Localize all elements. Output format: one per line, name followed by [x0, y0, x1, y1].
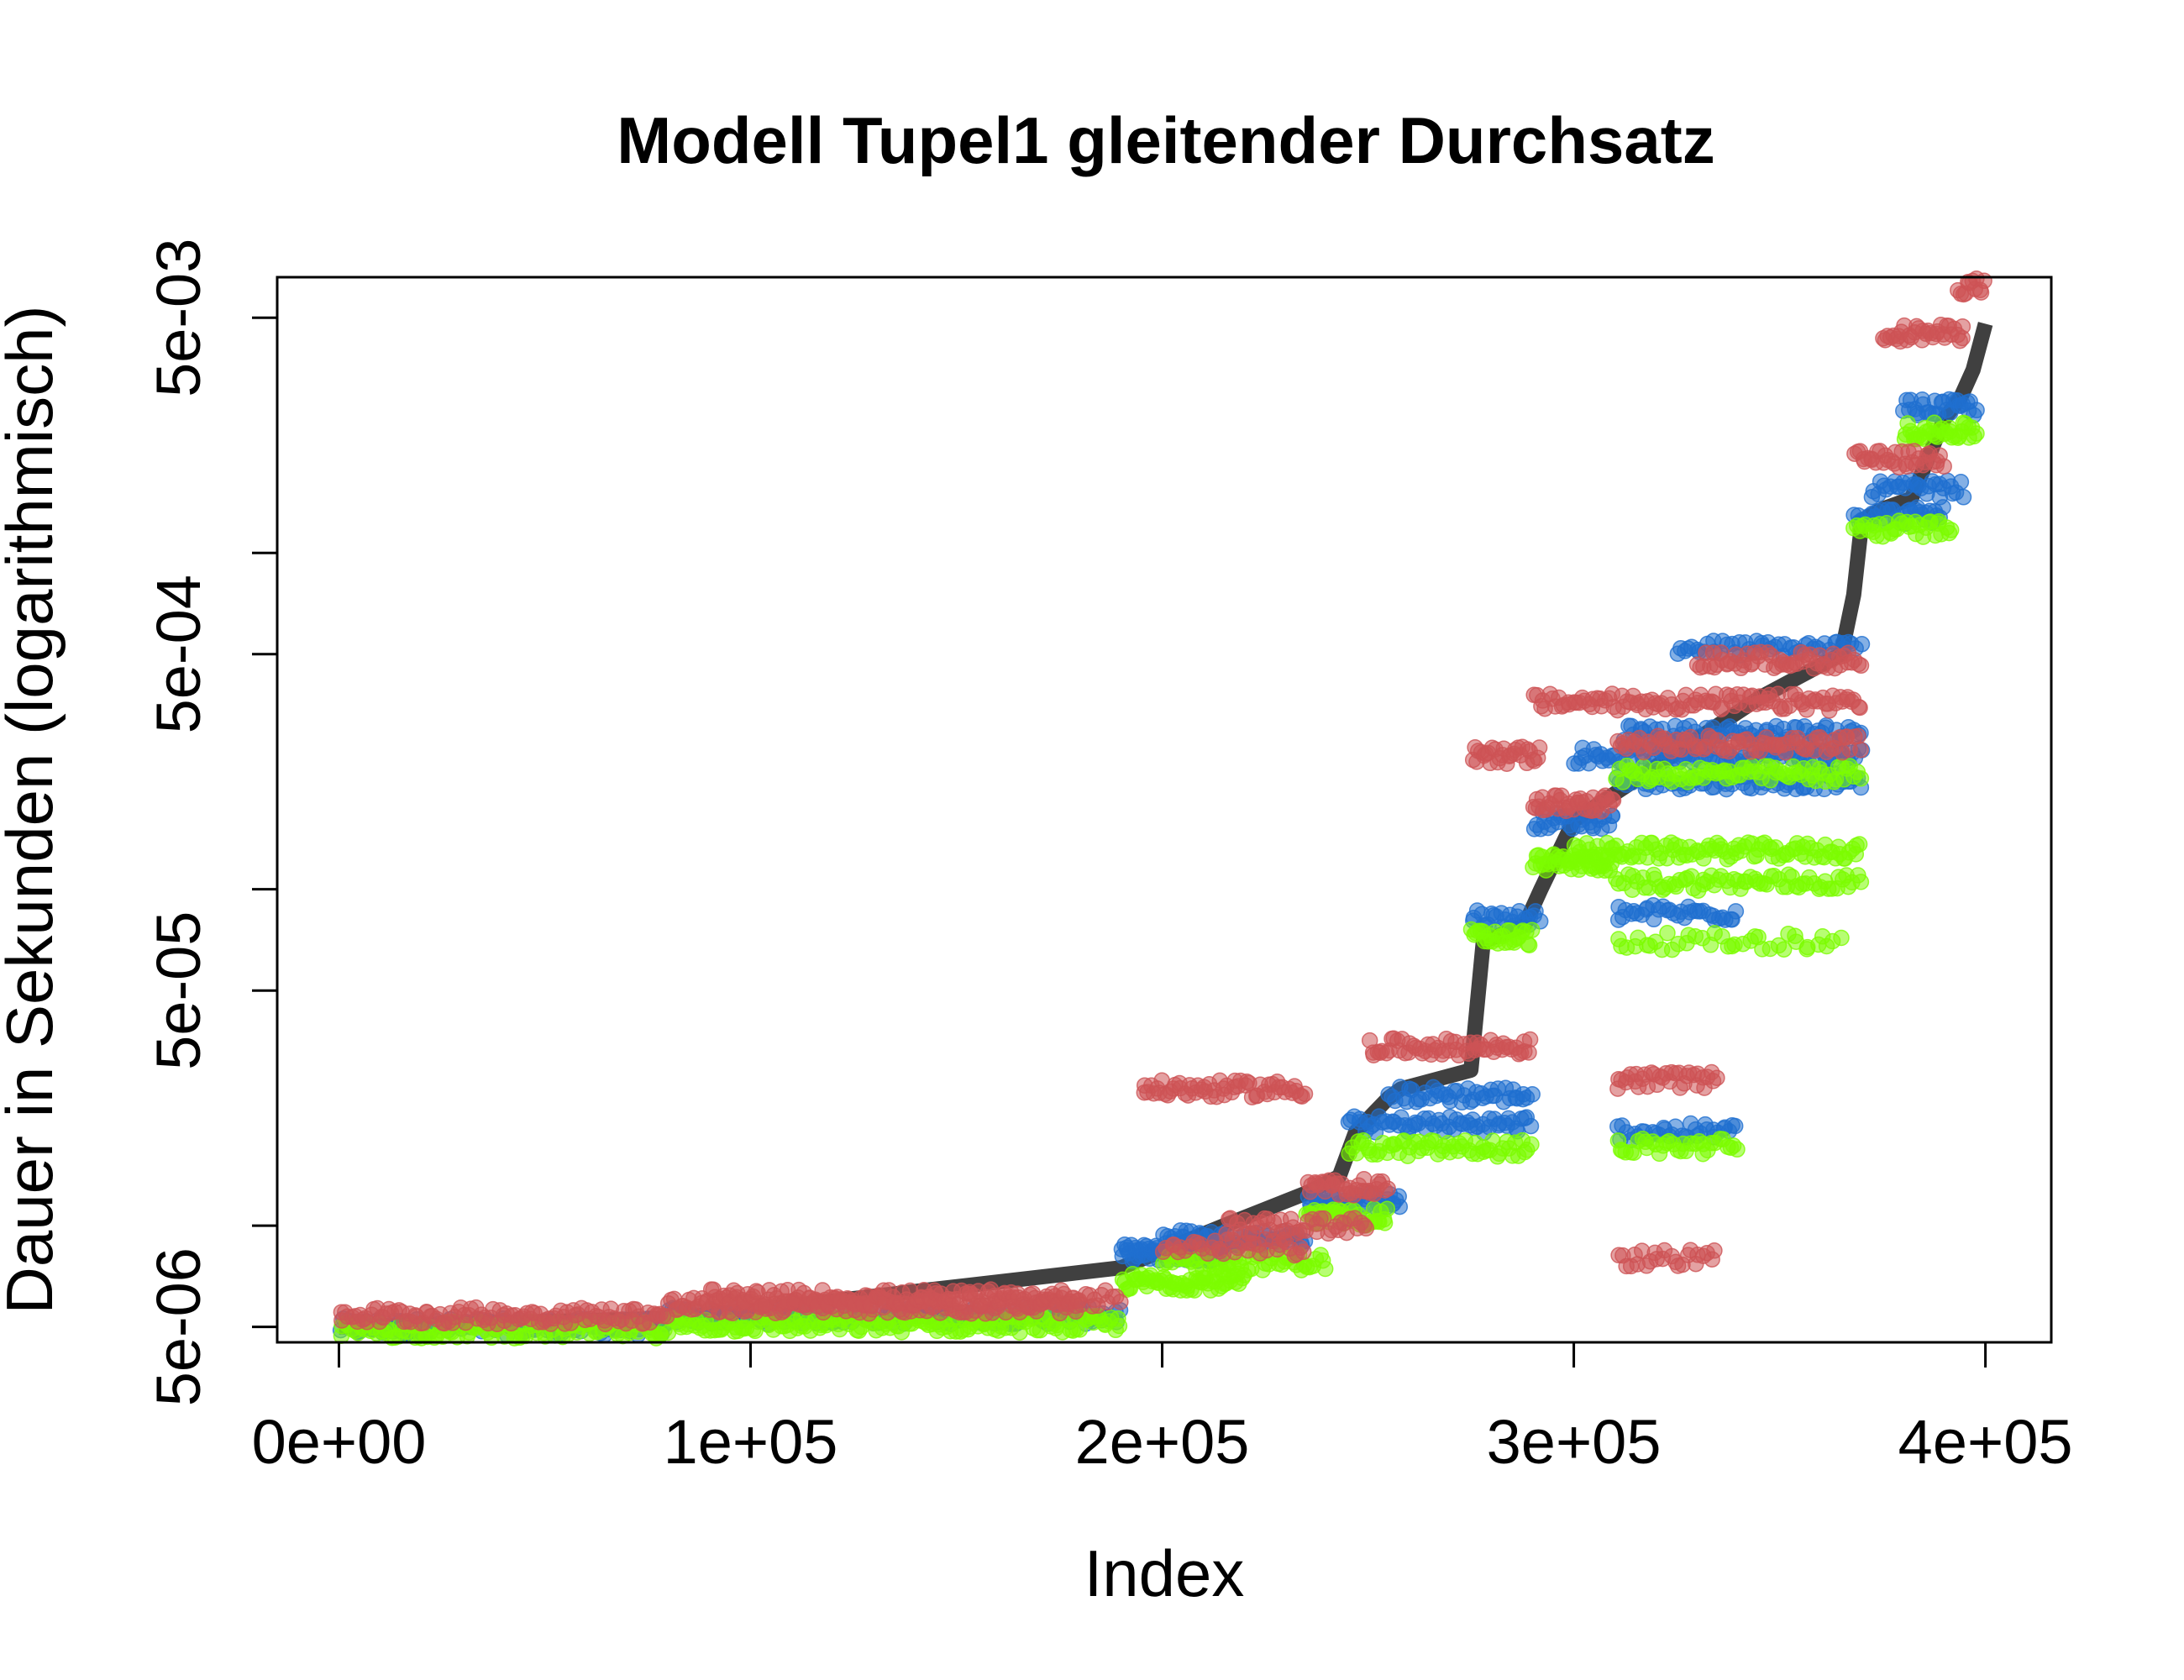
data-point: [1726, 1117, 1744, 1135]
plot-area: [332, 270, 1993, 1347]
data-point: [1357, 1220, 1375, 1237]
data-point: [1851, 699, 1868, 717]
data-point: [1955, 489, 1972, 506]
data-point: [1112, 1294, 1129, 1310]
data-point: [1376, 1215, 1394, 1231]
data-point: [1521, 1031, 1539, 1048]
data-point: [1833, 929, 1850, 947]
data-point: [1604, 792, 1622, 809]
data-point: [1729, 1141, 1746, 1158]
x-tick-label: 0e+00: [252, 1407, 427, 1477]
data-point: [1709, 1069, 1725, 1086]
data-point: [1968, 425, 1985, 442]
x-axis: 0e+00 1e+05 2e+05 3e+05 4e+05: [252, 1341, 2073, 1477]
data-point: [1706, 1242, 1723, 1259]
data-point: [1852, 770, 1870, 787]
chart-title: Modell Tupel1 gleitender Durchsatz: [617, 103, 1714, 177]
y-axis-label: Dauer in Sekunden (logarithmisch): [0, 306, 66, 1315]
data-point: [1976, 272, 1992, 290]
data-point: [1852, 742, 1869, 759]
y-tick-label: 5e-06: [144, 1247, 213, 1406]
data-point: [1727, 903, 1745, 920]
data-point: [1522, 1117, 1540, 1135]
data-point: [1294, 1243, 1312, 1260]
y-tick-label: 5e-04: [144, 575, 213, 733]
data-point: [1520, 937, 1538, 953]
data-point: [1523, 1136, 1540, 1153]
series-green: [333, 414, 1985, 1347]
y-axis: 5e-06 5e-05 5e-04 5e-03: [144, 239, 279, 1406]
data-point: [1524, 1086, 1541, 1103]
series-red: [333, 270, 1992, 1332]
x-axis-label: Index: [1084, 1536, 1245, 1610]
data-point: [1523, 921, 1541, 938]
data-point: [1968, 402, 1985, 419]
data-point: [1853, 636, 1871, 653]
reference-line: [339, 322, 1993, 1335]
x-tick-label: 1e+05: [664, 1407, 838, 1477]
data-point: [1942, 522, 1960, 538]
data-point: [1775, 941, 1793, 958]
y-tick-label: 5e-05: [144, 911, 213, 1070]
data-point: [1852, 657, 1870, 675]
data-point: [1850, 727, 1866, 745]
data-point: [1954, 318, 1971, 335]
data-point: [1530, 739, 1548, 756]
data-point: [1378, 1200, 1396, 1217]
data-point: [1851, 836, 1868, 853]
data-point: [1659, 925, 1676, 942]
data-point: [1379, 1180, 1396, 1197]
data-point: [1110, 1317, 1128, 1335]
plot-frame: [276, 276, 2053, 1344]
x-tick-label: 2e+05: [1075, 1407, 1250, 1477]
series-blue: [332, 391, 1985, 1344]
data-point: [1935, 458, 1952, 475]
data-point: [1852, 874, 1870, 890]
x-tick-label: 4e+05: [1898, 1407, 2073, 1477]
data-point: [1952, 474, 1970, 491]
points-layer: [332, 270, 1992, 1347]
x-tick-label: 3e+05: [1487, 1407, 1662, 1477]
y-tick-label: 5e-03: [144, 239, 213, 397]
data-point: [1316, 1260, 1334, 1278]
data-point: [1296, 1085, 1314, 1102]
